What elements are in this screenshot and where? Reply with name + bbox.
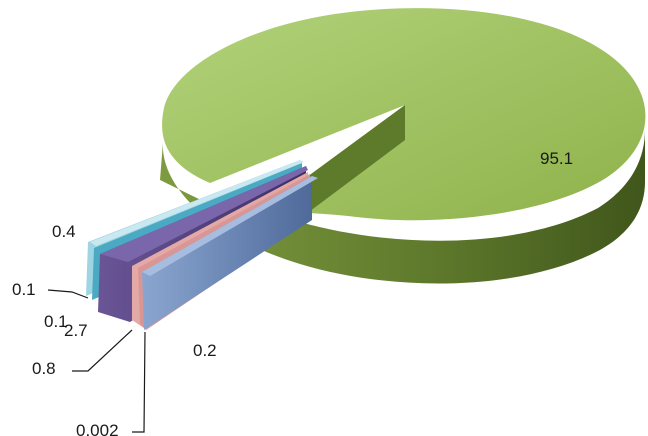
slice-95-1-side xyxy=(160,130,645,284)
leader-line-0-8 xyxy=(72,329,133,372)
data-label-0-1-b: 0.1 xyxy=(44,312,68,331)
data-label-2-7: 2.7 xyxy=(64,321,88,340)
data-label-0-2: 0.2 xyxy=(193,341,217,360)
data-label-0-1-a: 0.1 xyxy=(12,280,36,299)
data-label-95-1: 95.1 xyxy=(540,149,573,168)
leader-line-0-002 xyxy=(132,331,146,433)
data-label-0-8: 0.8 xyxy=(32,359,56,378)
data-label-0-4: 0.4 xyxy=(52,222,76,241)
slice-0-2 xyxy=(142,176,318,330)
leader-line-0-1 xyxy=(47,289,89,299)
data-label-0-002: 0.002 xyxy=(76,421,119,436)
